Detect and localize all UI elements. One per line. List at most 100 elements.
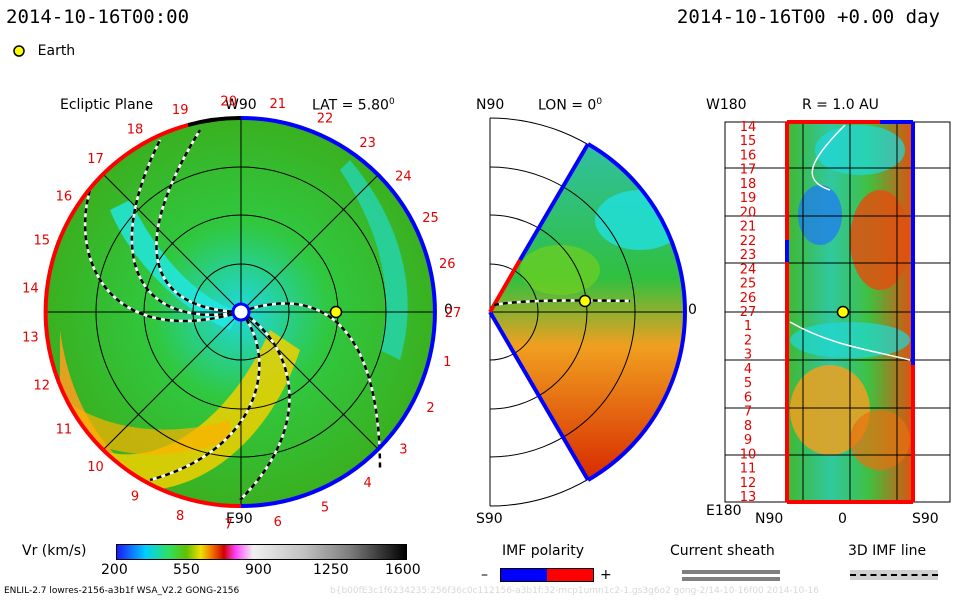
ecliptic-rim-negative <box>240 116 437 508</box>
ecliptic-earth-marker-icon <box>329 305 343 319</box>
sector-number-12: 12 <box>34 379 51 394</box>
colorbar-tick-900: 900 <box>245 562 272 578</box>
sphere-row-13: 13 <box>740 490 757 505</box>
sector-number-19: 19 <box>172 103 189 118</box>
sector-number-16: 16 <box>56 190 73 205</box>
sphere-s90-label: S90 <box>912 511 939 527</box>
sector-number-15: 15 <box>34 234 51 249</box>
colorbar-tick-1250: 1250 <box>313 562 349 578</box>
lon-degree: 0 <box>596 97 603 107</box>
sector-number-20: 20 <box>220 94 237 109</box>
sphere-row-5: 5 <box>744 376 752 391</box>
sphere-row-4: 4 <box>744 362 752 377</box>
sphere-row-11: 11 <box>740 462 757 477</box>
imf-minus-label: – <box>481 567 488 583</box>
sector-number-7: 7 <box>225 518 233 533</box>
sector-number-26: 26 <box>439 257 456 272</box>
sector-number-17: 17 <box>87 152 104 167</box>
sector-number-25: 25 <box>422 211 439 226</box>
sector-number-8: 8 <box>176 509 184 524</box>
sphere-top-left-label: W180 <box>706 97 747 113</box>
ecliptic-top-label: W90 <box>225 97 257 113</box>
sector-number-23: 23 <box>359 136 376 151</box>
sphere-earth-marker-icon <box>836 305 850 319</box>
imf-line-title: 3D IMF line <box>848 543 927 559</box>
current-sheath-title: Current sheath <box>670 543 775 559</box>
sphere-row-27: 27 <box>740 305 757 320</box>
sphere-row-18: 18 <box>740 177 757 192</box>
sphere-row-17: 17 <box>740 163 757 178</box>
sphere-title: R = 1.0 AU <box>802 97 879 113</box>
sun-icon <box>231 302 251 322</box>
sphere-zero-label: 0 <box>838 511 847 527</box>
sector-number-21: 21 <box>270 97 287 112</box>
sphere-row-21: 21 <box>740 220 757 235</box>
sector-number-22: 22 <box>317 111 334 126</box>
sector-number-14: 14 <box>22 281 39 296</box>
sector-number-24: 24 <box>395 170 412 185</box>
ecliptic-bottom-label: E90 <box>226 511 253 527</box>
sphere-row-1: 1 <box>744 319 752 334</box>
sphere-row-16: 16 <box>740 149 757 164</box>
datetime-left: 2014-10-16T00:00 <box>6 6 190 28</box>
imf-polarity-bar <box>500 568 594 582</box>
sphere-row-26: 26 <box>740 291 757 306</box>
sphere-row-2: 2 <box>744 334 752 349</box>
sphere-n90-label: N90 <box>755 511 784 527</box>
colorbar-tick-1600: 1600 <box>385 562 421 578</box>
current-sheath-line-2 <box>682 577 780 581</box>
ecliptic-rim-positive <box>43 123 242 509</box>
colorbar-gradient <box>116 544 407 560</box>
footer-credit: ENLIL-2.7 lowres-2156-a3b1f WSA_V2.2 GON… <box>4 586 240 596</box>
ecliptic-title: Ecliptic Plane <box>60 97 154 113</box>
sphere-row-8: 8 <box>744 419 752 434</box>
sphere-row-3: 3 <box>744 348 752 363</box>
sector-number-2: 2 <box>426 401 434 416</box>
footer-faint-text: b{b00fE3c1f6234235:256f36c0c112156-a3b1f… <box>330 586 819 596</box>
meridional-earth-marker-icon <box>578 294 592 308</box>
sphere-row-19: 19 <box>740 191 757 206</box>
lat-degree: 0 <box>388 97 395 107</box>
imf-line-sample <box>850 570 938 580</box>
earth-marker-icon <box>13 44 25 57</box>
sector-number-1: 1 <box>443 355 451 370</box>
sphere-bottom-left-label: E180 <box>706 503 742 519</box>
ecliptic-imf-lines <box>83 129 382 501</box>
sphere-row-14: 14 <box>740 120 757 135</box>
sector-number-3: 3 <box>399 442 407 457</box>
meridional-top-label: N90 <box>476 97 505 113</box>
meridional-right-label: 0 <box>688 302 697 318</box>
imf-negative-swatch <box>501 569 547 581</box>
sphere-row-24: 24 <box>740 262 757 277</box>
sphere-row-6: 6 <box>744 390 752 405</box>
sphere-row-25: 25 <box>740 277 757 292</box>
colorbar-tick-200: 200 <box>101 562 128 578</box>
sphere-row-23: 23 <box>740 248 757 263</box>
sector-number-9: 9 <box>131 490 139 505</box>
ecliptic-lat-label: LAT = 5.800 <box>312 97 395 114</box>
earth-legend-label: Earth <box>37 43 76 59</box>
meridional-bottom-label: S90 <box>476 511 503 527</box>
sector-number-18: 18 <box>127 122 144 137</box>
imf-polarity-title: IMF polarity <box>502 543 585 559</box>
sphere-row-20: 20 <box>740 205 757 220</box>
lon-text: LON = 0 <box>538 97 597 114</box>
sphere-row-15: 15 <box>740 134 757 149</box>
sector-number-13: 13 <box>22 331 39 346</box>
sector-number-6: 6 <box>274 515 282 530</box>
lat-text: LAT = 5.80 <box>312 97 389 114</box>
earth-legend: Earth <box>12 40 75 59</box>
sphere-row-10: 10 <box>740 447 757 462</box>
current-sheath-line-1 <box>682 570 780 574</box>
sector-number-10: 10 <box>87 460 104 475</box>
sector-number-27: 27 <box>445 306 462 321</box>
sphere-row-labels: 1415161718192021222324252627123456789101… <box>740 120 757 505</box>
sphere-row-12: 12 <box>740 476 757 491</box>
sector-number-4: 4 <box>363 476 371 491</box>
sphere-row-9: 9 <box>744 433 752 448</box>
imf-plus-label: + <box>600 567 612 583</box>
colorbar-title: Vr (km/s) <box>22 543 87 559</box>
